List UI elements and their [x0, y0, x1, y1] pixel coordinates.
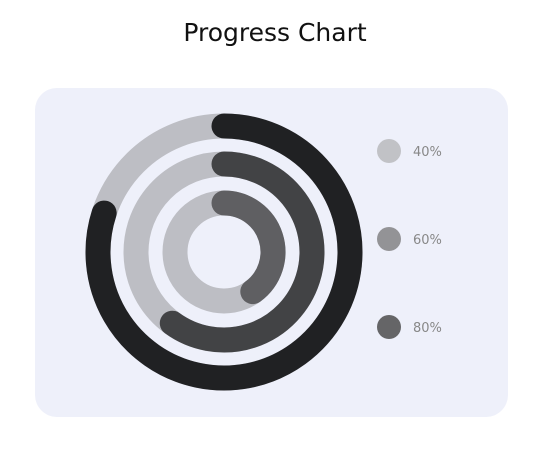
- legend-label-2: 60%: [413, 233, 442, 248]
- ring-progress-2: [159, 151, 325, 353]
- legend-marker-3: [377, 315, 401, 339]
- legend-label-1: 40%: [413, 145, 442, 160]
- legend-marker-2: [377, 227, 401, 251]
- legend-label-3: 80%: [413, 321, 442, 336]
- legend: 40% 60% 80%: [377, 139, 442, 339]
- ring-progress-1: [211, 190, 286, 305]
- ring-progress-3: [85, 113, 363, 391]
- chart-title: Progress Chart: [183, 18, 367, 47]
- rings-group: [85, 113, 363, 391]
- legend-marker-1: [377, 139, 401, 163]
